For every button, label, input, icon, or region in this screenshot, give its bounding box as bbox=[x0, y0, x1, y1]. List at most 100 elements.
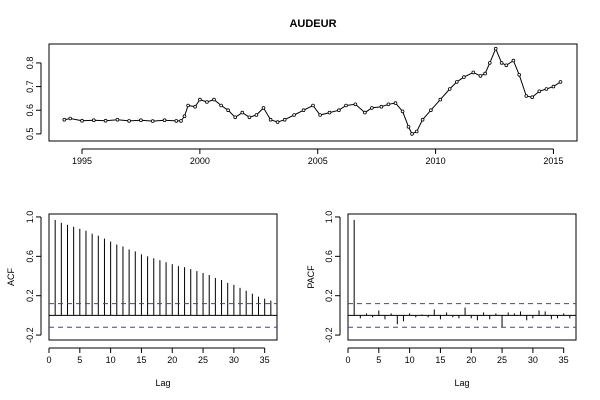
data-point bbox=[487, 61, 492, 65]
pacf-x-tick-label: 10 bbox=[405, 355, 415, 365]
timeseries-y-axis: 0.5 0.6 0.7 0.8 bbox=[25, 57, 42, 141]
timeseries-x-tick-label: 1995 bbox=[72, 156, 92, 166]
acf-x-tick-label: 30 bbox=[229, 355, 239, 365]
timeseries-y-tick-label: 0.6 bbox=[25, 104, 35, 117]
data-point bbox=[414, 129, 419, 134]
data-point bbox=[517, 73, 521, 77]
data-point bbox=[530, 95, 534, 99]
timeseries-x-tick-label: 2010 bbox=[426, 156, 446, 166]
series-line bbox=[64, 47, 561, 135]
timeseries-x-tick-label: 2000 bbox=[190, 156, 210, 166]
data-point bbox=[275, 120, 280, 124]
data-point bbox=[393, 101, 398, 105]
data-point bbox=[92, 118, 96, 122]
timeseries-x-axis: 1995 2000 2005 2010 2015 bbox=[72, 148, 563, 166]
data-point bbox=[410, 132, 414, 136]
data-point bbox=[454, 80, 459, 84]
data-point bbox=[139, 118, 143, 122]
data-point bbox=[471, 70, 476, 75]
timeseries-series bbox=[62, 46, 563, 136]
pacf-x-tick-label: 30 bbox=[528, 355, 538, 365]
pacf-y-tick-label: 0.6 bbox=[324, 250, 334, 263]
timeseries-y-tick-label: 0.7 bbox=[25, 80, 35, 93]
pacf-x-tick-label: 20 bbox=[466, 355, 476, 365]
data-point bbox=[254, 113, 259, 117]
acf-y-tick-label: 1.0 bbox=[25, 211, 35, 224]
data-point bbox=[551, 84, 556, 89]
data-point bbox=[524, 94, 529, 98]
pacf-y-label: PACF bbox=[306, 265, 316, 289]
data-point bbox=[212, 97, 216, 102]
data-point bbox=[301, 108, 306, 112]
data-point bbox=[537, 89, 542, 94]
timeseries-y-tick-label: 0.5 bbox=[25, 128, 35, 141]
acf-panel: 0 5 10 15 20 25 30 35 -0.2 0.2 0.6 1.0 Lag ACF bbox=[6, 211, 278, 388]
data-point bbox=[462, 75, 466, 79]
data-point bbox=[344, 103, 348, 108]
data-point bbox=[544, 87, 549, 91]
data-point bbox=[68, 116, 72, 121]
data-point bbox=[127, 119, 131, 123]
data-point bbox=[198, 97, 202, 102]
pacf-panel: 0 5 10 15 20 25 30 35 -0.2 0.2 0.6 1.0 Lag PACF bbox=[306, 211, 577, 388]
acf-x-axis: 0 5 10 15 20 25 30 35 bbox=[46, 347, 270, 365]
data-point bbox=[353, 102, 358, 107]
acf-y-tick-label: 0.2 bbox=[25, 289, 35, 302]
acf-y-tick-label: 0.6 bbox=[25, 250, 35, 263]
data-point bbox=[233, 115, 238, 120]
data-point bbox=[205, 100, 209, 104]
pacf-y-tick-label: -0.2 bbox=[324, 327, 334, 343]
pacf-y-tick-label: 0.2 bbox=[324, 289, 334, 302]
data-point bbox=[247, 115, 252, 120]
acf-plot-frame bbox=[48, 213, 278, 341]
pacf-x-label: Lag bbox=[454, 378, 469, 388]
data-point bbox=[282, 117, 287, 122]
data-point bbox=[438, 97, 443, 102]
pacf-x-tick-label: 0 bbox=[345, 355, 350, 365]
acf-x-tick-label: 35 bbox=[260, 355, 270, 365]
data-point bbox=[62, 117, 67, 122]
timeseries-x-tick-label: 2005 bbox=[308, 156, 328, 166]
acf-y-axis: -0.2 0.2 0.6 1.0 bbox=[25, 211, 42, 343]
data-point bbox=[379, 104, 384, 109]
pacf-x-tick-label: 5 bbox=[376, 355, 381, 365]
acf-x-tick-label: 0 bbox=[46, 355, 51, 365]
pacf-x-tick-label: 35 bbox=[559, 355, 569, 365]
pacf-bars bbox=[348, 219, 576, 328]
data-point bbox=[493, 46, 498, 51]
data-point bbox=[193, 104, 197, 109]
pacf-x-tick-label: 15 bbox=[435, 355, 445, 365]
data-point bbox=[162, 118, 167, 122]
data-point bbox=[327, 110, 332, 115]
data-point bbox=[80, 118, 84, 123]
data-point bbox=[386, 102, 391, 107]
data-point bbox=[292, 113, 296, 117]
data-point bbox=[186, 103, 190, 108]
data-point bbox=[226, 108, 230, 112]
data-point bbox=[311, 103, 315, 108]
chart-title: AUDEUR bbox=[289, 18, 336, 30]
data-point bbox=[478, 74, 483, 78]
data-point bbox=[483, 71, 487, 76]
data-point bbox=[103, 118, 108, 123]
data-point bbox=[150, 119, 155, 123]
data-point bbox=[240, 110, 245, 115]
data-point bbox=[219, 103, 223, 108]
data-point bbox=[370, 106, 374, 110]
data-point bbox=[511, 58, 516, 63]
pacf-y-tick-label: 1.0 bbox=[324, 211, 334, 224]
data-point bbox=[174, 119, 179, 123]
acf-x-label: Lag bbox=[155, 378, 170, 388]
acf-x-tick-label: 20 bbox=[167, 355, 177, 365]
pacf-y-axis: -0.2 0.2 0.6 1.0 bbox=[324, 211, 341, 343]
data-point bbox=[504, 63, 509, 68]
data-point bbox=[179, 119, 183, 123]
data-point bbox=[420, 117, 425, 122]
acf-y-tick-label: -0.2 bbox=[25, 327, 35, 343]
acf-x-tick-label: 25 bbox=[198, 355, 208, 365]
data-point bbox=[268, 117, 273, 122]
data-point bbox=[363, 110, 367, 115]
data-point bbox=[558, 80, 563, 84]
pacf-x-tick-label: 25 bbox=[497, 355, 507, 365]
